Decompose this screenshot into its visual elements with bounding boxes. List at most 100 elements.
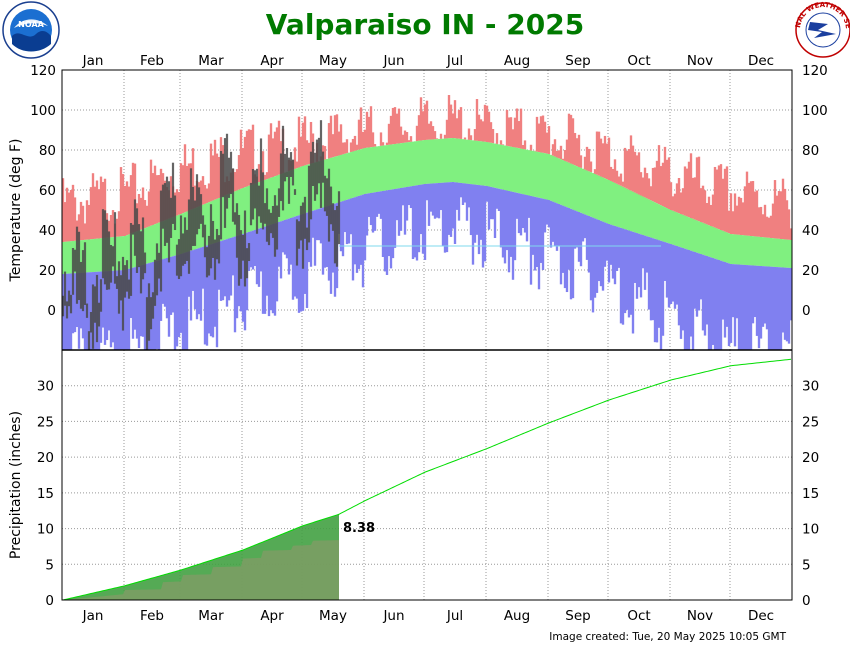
record-low-bar: [163, 258, 167, 307]
record-low-bar: [689, 250, 693, 337]
record-high-bar: [653, 167, 657, 203]
record-low-bar: [523, 194, 527, 233]
normal-range-bar: [395, 143, 399, 189]
record-high-bar: [679, 192, 683, 214]
observed-temp-bar: [237, 214, 241, 286]
observed-temp-bar: [203, 224, 207, 258]
normal-range-bar: [401, 142, 405, 188]
record-low-bar: [273, 223, 277, 316]
normal-range-bar: [311, 163, 315, 211]
record-high-bar: [337, 131, 341, 156]
record-high-bar: [459, 107, 463, 139]
normal-range-bar: [607, 180, 611, 224]
normal-range-bar: [571, 164, 575, 210]
record-low-bar: [729, 264, 733, 343]
normal-range-bar: [505, 145, 509, 191]
normal-range-bar: [271, 177, 275, 224]
record-high-bar: [669, 182, 673, 210]
record-high-bar: [487, 111, 491, 143]
normal-range-bar: [239, 188, 243, 235]
record-high-bar: [731, 211, 735, 235]
record-low-bar: [181, 253, 185, 350]
normal-range-bar: [695, 220, 699, 253]
normal-range-bar: [645, 198, 649, 237]
observed-temp-bar: [183, 217, 187, 264]
observed-temp-bar: [73, 249, 77, 272]
record-low-bar: [375, 192, 379, 217]
record-high-bar: [635, 155, 639, 194]
normal-range-bar: [181, 213, 185, 254]
record-high-bar: [739, 197, 743, 235]
normal-range-bar: [493, 143, 497, 188]
record-high-bar: [95, 180, 99, 239]
normal-range-bar: [417, 140, 421, 185]
record-high-bar: [787, 209, 791, 240]
record-low-bar: [525, 195, 529, 242]
record-low-bar: [407, 186, 411, 206]
observed-temp-bar: [229, 151, 233, 195]
record-low-bar: [183, 252, 187, 350]
normal-range-bar: [651, 201, 655, 239]
record-low-bar: [249, 231, 253, 268]
normal-range-bar: [161, 221, 165, 260]
record-low-bar: [197, 248, 201, 315]
normal-range-bar: [649, 200, 653, 238]
record-high-bar: [415, 125, 419, 142]
record-high-bar: [373, 144, 377, 147]
observed-temp-bar: [161, 184, 165, 229]
record-high-bar: [517, 121, 521, 149]
normal-range-bar: [421, 140, 425, 185]
record-high-bar: [767, 217, 771, 238]
record-high-bar: [545, 132, 549, 154]
observed-temp-bar: [249, 182, 253, 226]
month-label-top: Dec: [748, 53, 774, 69]
record-low-bar: [73, 273, 77, 333]
record-high-bar: [577, 134, 581, 167]
normal-range-bar: [767, 237, 771, 267]
record-high-bar: [697, 156, 701, 222]
normal-range-bar: [705, 224, 709, 256]
normal-range-bar: [587, 171, 591, 216]
record-low-bar: [669, 244, 673, 305]
observed-temp-bar: [105, 219, 109, 290]
record-low-bar: [211, 243, 215, 338]
observed-temp-bar: [99, 279, 103, 312]
record-low-bar: [269, 224, 273, 311]
record-high-bar: [303, 116, 307, 166]
normal-range-bar: [611, 181, 615, 226]
observed-temp-bar: [207, 235, 211, 276]
record-high-bar: [659, 166, 663, 206]
precipitation-panel: 0 5 10 15 20 25 30 0 5 10 15 20 25 30 Jan Feb Mar Apr Ma…: [8, 350, 819, 624]
record-low-bar: [347, 199, 351, 244]
observed-temp-bar: [213, 239, 217, 280]
record-low-bar: [539, 198, 543, 263]
record-low-bar: [631, 231, 635, 334]
record-high-bar: [585, 146, 589, 171]
observed-temp-bar: [171, 162, 175, 224]
record-low-bar: [195, 248, 199, 320]
precip-y-tick-label: 25: [37, 414, 54, 430]
record-high-bar: [481, 121, 485, 142]
normal-range-bar: [781, 239, 785, 268]
normal-range-bar: [367, 147, 371, 194]
record-high-bar: [469, 135, 473, 141]
record-high-bar: [137, 193, 141, 231]
observed-temp-bar: [267, 209, 271, 246]
normal-range-bar: [631, 191, 635, 232]
record-low-bar: [177, 254, 181, 338]
normal-range-bar: [523, 149, 527, 195]
record-high-bar: [265, 172, 269, 180]
record-low-bar: [747, 265, 751, 350]
record-high-bar: [359, 107, 363, 150]
month-label-bottom: Apr: [260, 608, 284, 624]
normal-range-bar: [337, 155, 341, 203]
record-low-bar: [457, 182, 461, 221]
record-high-bar: [443, 134, 447, 139]
record-low-bar: [735, 264, 739, 319]
record-high-bar: [175, 189, 179, 216]
normal-range-bar: [617, 184, 621, 228]
record-high-bar: [293, 147, 297, 169]
record-high-bar: [249, 129, 253, 186]
record-high-bar: [589, 161, 593, 173]
normal-range-bar: [635, 193, 639, 234]
